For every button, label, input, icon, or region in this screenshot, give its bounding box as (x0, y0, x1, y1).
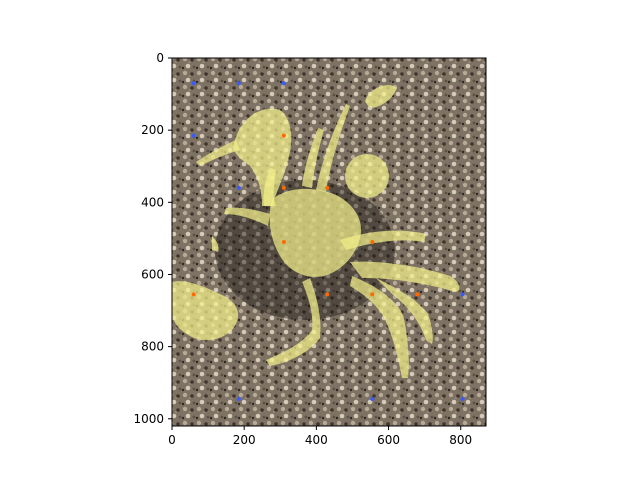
negative-point (236, 185, 241, 190)
positive-point (281, 185, 286, 190)
axis-ticks: 0 200 400 600 800 0 200 400 600 800 1000 (133, 51, 472, 447)
negative-point (370, 396, 375, 401)
y-tick-label: 200 (141, 123, 164, 137)
positive-point (281, 133, 286, 138)
prompt-points (191, 81, 465, 401)
negative-point (236, 81, 241, 86)
positive-point (325, 292, 330, 297)
positive-point (370, 292, 375, 297)
negative-point (191, 81, 196, 86)
negative-point (460, 292, 465, 297)
negative-point (281, 81, 286, 86)
negative-point (236, 396, 241, 401)
positive-point (415, 292, 420, 297)
x-tick-label: 400 (305, 433, 328, 447)
y-tick-label: 1000 (133, 412, 164, 426)
x-tick-label: 0 (168, 433, 176, 447)
negative-point (460, 396, 465, 401)
positive-point (191, 292, 196, 297)
x-tick-label: 600 (377, 433, 400, 447)
positive-point (325, 185, 330, 190)
segmentation-mask (172, 85, 460, 378)
positive-point (281, 240, 286, 244)
positive-point (370, 240, 375, 244)
y-tick-label: 400 (141, 195, 164, 209)
plot-frame (171, 57, 487, 427)
negative-point (191, 133, 196, 138)
y-tick-label: 800 (141, 340, 164, 354)
x-tick-label: 200 (233, 433, 256, 447)
y-tick-label: 600 (141, 267, 164, 281)
y-tick-label: 0 (156, 51, 164, 65)
x-tick-label: 800 (449, 433, 472, 447)
